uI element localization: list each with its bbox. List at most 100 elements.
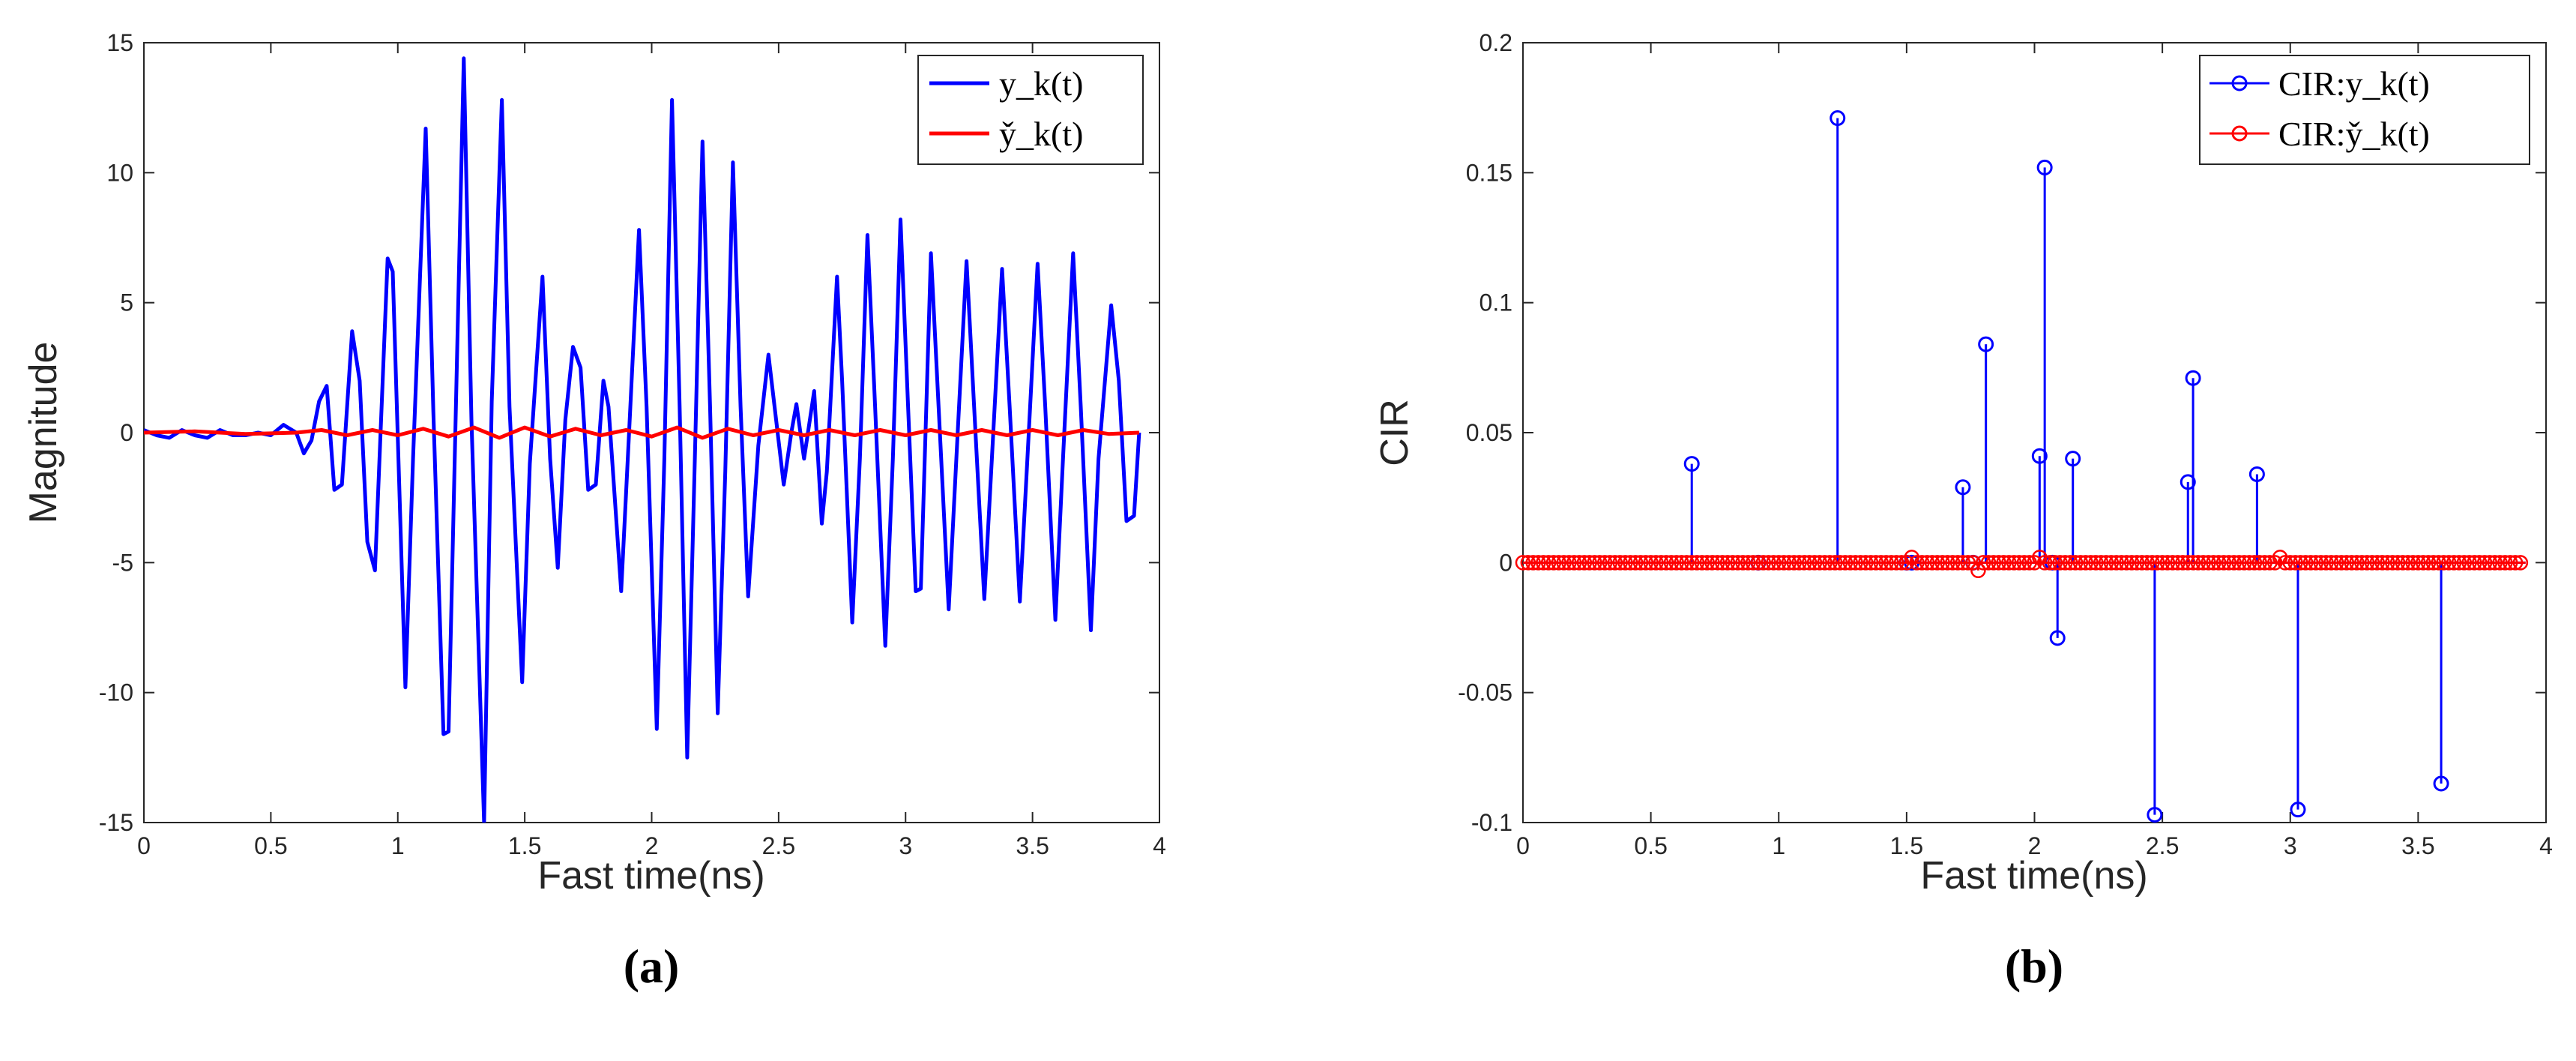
panel-b-series-2-marker [2165, 555, 2181, 571]
panel-b-x-label: Fast time(ns) [1920, 854, 2147, 898]
panel-b-series-2-marker [1714, 555, 1731, 571]
panel-b-x-tick-label: 2 [2028, 832, 2042, 859]
panel-b-series-2-marker [1530, 555, 1546, 571]
panel-b-series-2-marker [1648, 555, 1664, 571]
panel-b-series-2-marker [2052, 555, 2068, 571]
panel-b-series-2-marker [1858, 555, 1874, 571]
panel-b-series-2-marker [1643, 555, 1659, 571]
panel-b-series-2-marker [1627, 555, 1644, 571]
panel-b-x-tick-label: 2.5 [2146, 832, 2179, 859]
panel-b-series-2-marker [2103, 555, 2120, 571]
panel-b-series-2-marker [2241, 555, 2257, 571]
panel-b-series-2-marker [2210, 555, 2227, 571]
panel-b-series-2-marker [2185, 555, 2201, 571]
panel-b-y-label: CIR [1373, 399, 1417, 466]
panel-b-series-2-marker [1955, 555, 1971, 571]
panel-b-series-2-marker [1996, 555, 2012, 571]
panel-b-series-2-marker [1786, 555, 1802, 571]
panel-b-series-2-marker [1806, 555, 1823, 571]
panel-b-series-2-marker [1934, 555, 1950, 571]
panel-b-series-2-marker [2302, 555, 2319, 571]
panel-b-series-2-marker [2042, 555, 2058, 571]
panel-b-series-2-marker [2502, 555, 2518, 571]
panel-b-x-tick-label: 0.5 [1634, 832, 1667, 859]
panel-b-series-2-marker [1617, 555, 1633, 571]
panel-b-series-1-marker [2031, 448, 2048, 464]
panel-b-series-2-marker [2451, 555, 2467, 571]
panel-b-series-2-marker [2328, 555, 2344, 571]
panel-b-series-2-marker [2257, 555, 2272, 571]
panel-b-series-1-marker [2248, 466, 2265, 482]
panel-b-series-2-marker [1699, 555, 1715, 571]
panel-a-x-tick-label: 1.5 [508, 832, 541, 859]
panel-b-series-2-marker [2420, 555, 2437, 571]
panel-a-y-tick-label: 0 [120, 419, 133, 446]
panel-b-series-2-marker [1776, 555, 1792, 571]
panel-a-legend-box [917, 55, 1144, 165]
panel-b-series-1-marker [1955, 479, 1971, 496]
panel-b-series-2-marker [1745, 555, 1761, 571]
panel-b-series-2-marker [1976, 555, 1991, 571]
panel-b-series-1-marker [1978, 336, 1994, 352]
panel-b-series-2-marker [1878, 555, 1894, 571]
panel-a-y-tick-label: -5 [112, 549, 133, 576]
panel-b-series-2-marker [2333, 555, 2350, 571]
panel-b-series-2-marker [2170, 555, 2186, 571]
panel-b-series-2-marker [2154, 555, 2171, 571]
panel-b-series-2-marker [1853, 555, 1868, 571]
panel-b-series-2-marker [2011, 555, 2027, 571]
panel-b-series-2-marker [2359, 555, 2375, 571]
panel-b-series-2-marker [1730, 555, 1746, 571]
panel-b-series-2-marker [2431, 555, 2446, 571]
panel-b-legend: CIR:y_k(t) CIR:y̌_k(t) [2199, 55, 2530, 165]
panel-b-series-2-marker [1766, 555, 1782, 571]
panel-a-x-tick-label: 2 [645, 832, 659, 859]
panel-b-series-2 [1515, 550, 2529, 578]
panel-b-series-2-marker [1668, 555, 1684, 571]
panel-b-series-2-marker [1822, 555, 1838, 571]
panel-b-series-2-marker [2123, 555, 2140, 571]
panel-b-series-2-marker [2287, 555, 2303, 571]
panel-b-x-tick-label: 1 [1772, 832, 1785, 859]
panel-b-series-2-marker [2441, 555, 2457, 571]
panel-b-series-2-marker [2476, 555, 2493, 571]
panel-b-x-tick-label: 3.5 [2401, 832, 2434, 859]
panel-b-series-2-marker [1761, 555, 1776, 571]
panel-b-series-2-marker [1596, 555, 1613, 571]
panel-b-series-2-marker [2456, 555, 2473, 571]
panel-b-series-2-marker [2114, 555, 2129, 571]
panel-b-series-2-marker [1571, 555, 1587, 571]
panel-b-series-2-marker [1658, 555, 1674, 571]
panel-b-x-tick-label: 0 [1516, 832, 1530, 859]
panel-b-series-2-marker [2380, 555, 2395, 571]
panel-b-series-2-marker [1924, 555, 1940, 571]
panel-b-legend-box [2199, 55, 2530, 165]
panel-b-series-2-marker [2385, 555, 2401, 571]
panel-b-series-2-marker [1540, 555, 1557, 571]
panel-b-series-2-marker [2277, 555, 2293, 571]
panel-b-series-2-marker [1797, 555, 1812, 571]
panel-b-series-2-marker [2338, 555, 2355, 571]
panel-b-series-2-marker [2369, 555, 2386, 571]
panel-b-series-2-marker [1581, 555, 1597, 571]
panel-b-series-2-marker [1694, 555, 1710, 571]
panel-b-series-2-marker [2344, 555, 2359, 571]
panel-b-series-2-marker [2057, 555, 2073, 571]
panel-a-x-tick-label: 2.5 [762, 832, 795, 859]
panel-b-series-2-marker [2297, 555, 2314, 571]
panel-b-series-2-marker [2175, 555, 2191, 571]
panel-b-series-2-marker [1710, 555, 1725, 571]
panel-b-series-2-marker [1740, 555, 1756, 571]
panel-b-series-2-marker [2072, 555, 2089, 571]
panel-a: 0 0.5 1 1.5 2 2.5 3 3.5 4 -15 -10 -5 0 5 10 15 Fast ti… [22, 29, 1166, 993]
panel-b-series-2-marker [2293, 555, 2308, 571]
panel-b-series-2-marker [2108, 555, 2124, 571]
panel-b-series-1-marker [1683, 456, 1700, 472]
panel-b-series-2-marker [2067, 555, 2084, 571]
panel-b-series-1-marker [2433, 775, 2449, 792]
panel-b-series-2-marker [2195, 555, 2211, 571]
panel-b-series-2-marker [2134, 555, 2150, 571]
panel-b-series-2-marker [1576, 555, 1593, 571]
panel-b-series-2-marker [1949, 555, 1966, 571]
